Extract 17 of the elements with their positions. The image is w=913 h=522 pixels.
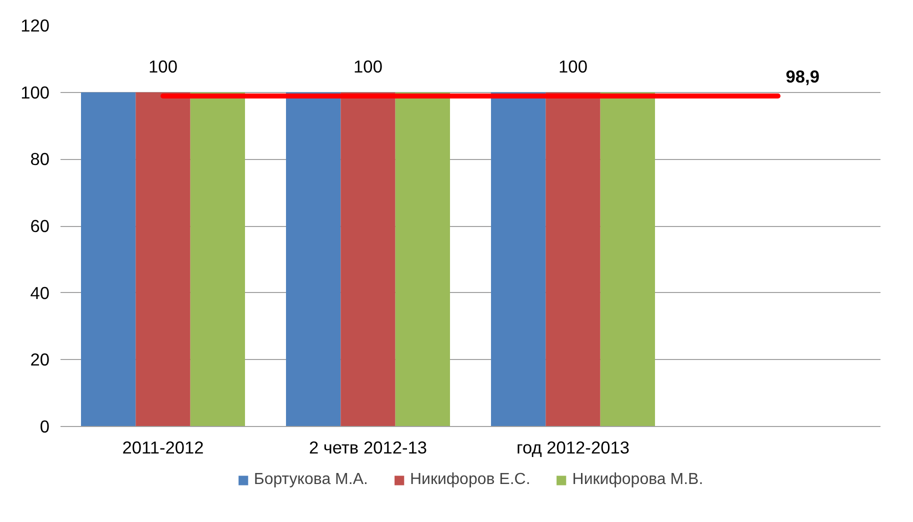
data-label: 100 xyxy=(148,56,178,76)
data-label: 98,9 xyxy=(786,66,820,87)
y-tick-label: 80 xyxy=(30,149,50,170)
y-tick-label: 40 xyxy=(30,282,50,303)
y-tick-label: 20 xyxy=(30,350,50,370)
y-tick-label: 60 xyxy=(30,216,50,236)
y-tick-label: 120 xyxy=(20,16,50,36)
legend-label: Никифорова М.В. xyxy=(572,471,704,489)
data-label: 100 xyxy=(558,56,588,76)
legend-label: Никифоров Е.С. xyxy=(410,471,530,489)
x-tick-label: 2011-2012 xyxy=(122,438,204,458)
x-tick-label: 2 четв 2012-13 xyxy=(308,438,428,458)
x-tick-label: год 2012-2013 xyxy=(516,438,630,458)
data-label: 100 xyxy=(354,56,382,76)
y-tick-label: 100 xyxy=(20,82,50,102)
y-tick-label: 0 xyxy=(40,416,50,436)
legend-label: Бортукова М.А. xyxy=(254,471,368,489)
